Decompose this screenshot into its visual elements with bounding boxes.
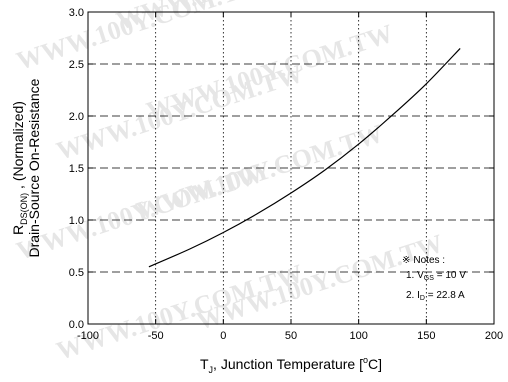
y-tick-label: 2.0 [69,111,84,123]
series-layer [148,47,461,268]
x-axis-title: TJ, Junction Temperature [oC] [200,355,382,375]
y-tick-label: 1.5 [69,163,84,175]
notes-title: ※ Notes : [402,255,445,266]
note-vgs: 1. VGS = 10 V [406,270,466,282]
watermark-layer: WWW.100Y.COM.TWWWW.100Y.COM.TWWWW.100Y.C… [13,0,447,366]
y-axis-title-line1: RDS(ON) , (Normalized) [10,101,29,235]
tick-marks [87,11,495,325]
x-tick-label: 150 [417,330,435,342]
note-id: 2. ID = 22.8 A [406,290,465,302]
y-tick-label: 0.0 [69,319,84,331]
x-tick-label: 100 [349,330,367,342]
watermark-text: WWW.100Y.COM.TW [133,119,387,226]
x-tick-label: -50 [148,330,164,342]
notes-box: ※ Notes : 1. VGS = 10 V 2. ID = 22.8 A [402,255,466,302]
y-axis-title: RDS(ON) , (Normalized) Drain-Source On-R… [10,78,42,257]
series-line [148,47,461,268]
x-tick-label: 200 [485,330,503,342]
x-tick-labels: -100 -50 0 50 100 150 200 [77,330,503,342]
y-tick-labels: 0.0 0.5 1.0 1.5 2.0 2.5 3.0 [69,7,84,331]
x-tick-label: 0 [220,330,226,342]
y-axis-title-line2: Drain-Source On-Resistance [26,78,42,257]
grid [88,12,494,324]
y-tick-label: 2.5 [69,59,84,71]
y-tick-label: 0.5 [69,267,84,279]
x-tick-label: -100 [77,330,99,342]
y-tick-label: 3.0 [69,7,84,19]
x-tick-label: 50 [285,330,297,342]
y-tick-label: 1.0 [69,215,84,227]
